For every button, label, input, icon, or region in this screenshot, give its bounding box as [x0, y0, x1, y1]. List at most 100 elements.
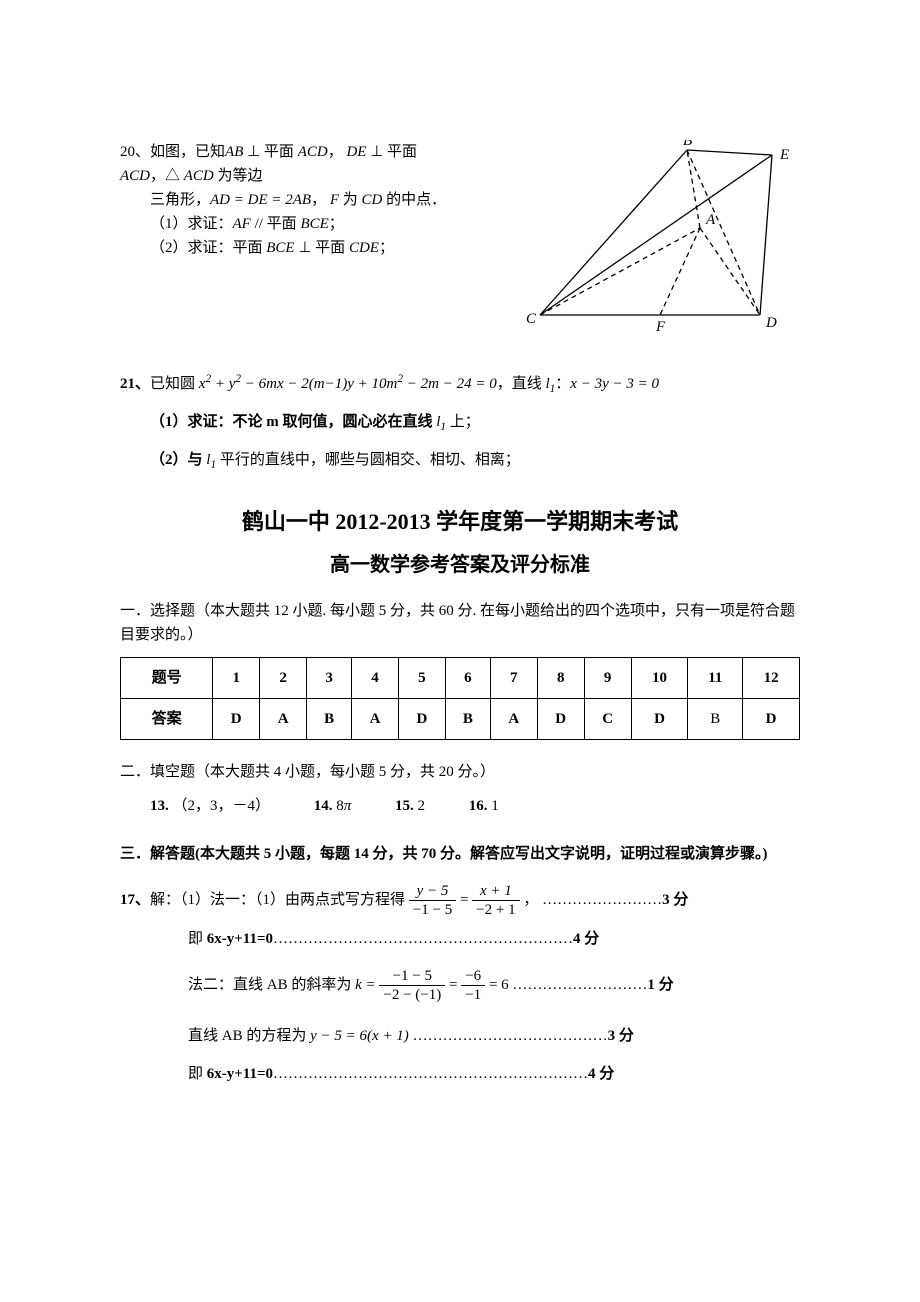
q20-s2c: ； — [379, 240, 394, 256]
q17-m2l2-pre: 直线 AB 的方程为 — [188, 1028, 310, 1044]
q20-c2: ， — [328, 144, 347, 160]
q17-m2l2-score: 3 分 — [608, 1028, 634, 1044]
svg-text:E: E — [779, 147, 789, 163]
n13: 13. — [150, 798, 169, 814]
q20-BCE2: BCE — [266, 240, 294, 256]
q21-l1-a: l1 — [542, 376, 556, 392]
q17-m2-f2: −6−1 — [461, 967, 485, 1004]
q17-m2-eq2: = 6 — [489, 977, 509, 993]
cell-num: 4 — [352, 658, 399, 699]
q21-circle-eq: x2 + y2 − 6mx − 2(m−1)y + 10m2 − 2m − 24… — [199, 376, 497, 392]
q20-c1: ⊥ 平面 — [243, 144, 297, 160]
q17-m2l3-eq: 6x-y+11=0 — [207, 1066, 273, 1082]
q17-m2-eq1: = — [449, 977, 461, 993]
cell-num: 7 — [490, 658, 537, 699]
q17-m1l2-eq: 6x-y+11=0 — [207, 931, 273, 947]
q17-m2-score: 1 分 — [647, 977, 673, 993]
q17-m2-intro: 法二：直线 AB 的斜率为 — [188, 977, 355, 993]
q20-CDE: CDE — [349, 240, 379, 256]
a16: 1 — [491, 798, 499, 814]
cell-ans: D — [213, 699, 260, 740]
q20-l2d: 的中点． — [382, 192, 446, 208]
q20-F: F — [330, 192, 339, 208]
q21-colon: ： — [555, 376, 570, 392]
svg-text:F: F — [655, 319, 666, 335]
title-1: 鹤山一中 2012-2013 学年度第一学期期末考试 — [120, 504, 800, 539]
q21-intro: 已知圆 — [150, 376, 199, 392]
table-row-nums: 题号 1 2 3 4 5 6 7 8 9 10 11 12 — [121, 658, 800, 699]
q20-s1b: // 平面 — [251, 216, 301, 232]
q21-s1a: （1）求证：不论 m 取何值，圆心必在直线 — [150, 414, 433, 430]
cell-num: 6 — [445, 658, 490, 699]
q17-m2l3-dots: ……………………………………………………… — [273, 1066, 588, 1082]
q20-ACD1: ACD — [298, 144, 328, 160]
n16: 16. — [469, 798, 488, 814]
svg-text:A: A — [705, 212, 716, 228]
q21-num: 21、 — [120, 376, 150, 392]
cell-ans: C — [584, 699, 631, 740]
q17-m2-f1: −1 − 5−2 − (−1) — [379, 967, 445, 1004]
q20-num: 20、 — [120, 144, 150, 160]
q17-m1-frac2: x + 1−2 + 1 — [472, 882, 519, 919]
q20-l2c: 为 — [339, 192, 362, 208]
cell-num: 12 — [743, 658, 800, 699]
cell-num: 10 — [631, 658, 688, 699]
n15: 15. — [395, 798, 414, 814]
q20-s1c: ； — [329, 216, 344, 232]
q17-m1-comma: ， — [523, 892, 538, 908]
q20-DE: DE — [346, 144, 366, 160]
q21-l1-b: l1 — [433, 414, 447, 430]
svg-text:C: C — [526, 311, 537, 327]
q17-m1l2-score: 4 分 — [573, 931, 599, 947]
cell-ans: A — [260, 699, 307, 740]
q20-intro: 如图，已知 — [150, 144, 225, 160]
q21-s1b: 上； — [446, 414, 480, 430]
q17-m1-score: 3 分 — [662, 892, 688, 908]
q20-ACD2: ACD — [120, 168, 150, 184]
a14: 8π — [336, 798, 351, 814]
q17-m2-dots: ……………………… — [512, 977, 647, 993]
cell-num: 2 — [260, 658, 307, 699]
q17-m1-eq: = — [460, 892, 472, 908]
fill-blank-answers: 13. （2，3，－4） 14. 8π 15. 2 16. 1 — [120, 794, 800, 818]
question-21: 21、已知圆 x2 + y2 − 6mx − 2(m−1)y + 10m2 − … — [120, 370, 800, 474]
q17-m2-k: k = — [355, 977, 379, 993]
cell-ans: B — [307, 699, 352, 740]
cell-ans: D — [631, 699, 688, 740]
cell-num: 1 — [213, 658, 260, 699]
q17-m1l2-pre: 即 — [188, 931, 207, 947]
cell-num: 9 — [584, 658, 631, 699]
q20-AF: AF — [233, 216, 251, 232]
q20-CD: CD — [362, 192, 383, 208]
q17-m1-dots: …………………… — [542, 892, 662, 908]
q21-s2a: （2）与 — [150, 452, 203, 468]
section-1-heading: 一．选择题（本大题共 12 小题. 每小题 5 分，共 60 分. 在每小题给出… — [120, 599, 800, 647]
cell-num: 5 — [398, 658, 445, 699]
q20-l2a: 三角形， — [150, 192, 210, 208]
q17-m1-intro: 解：（1）法一：（1）由两点式写方程得 — [150, 892, 409, 908]
cell-ans: B — [445, 699, 490, 740]
cell-num: 11 — [688, 658, 743, 699]
section-3-heading: 三．解答题(本大题共 5 小题，每题 14 分，共 70 分。解答应写出文字说明… — [120, 842, 800, 866]
svg-text:B: B — [683, 140, 692, 149]
q21-l1-c: l1 — [203, 452, 217, 468]
q20-c4: ，△ — [150, 168, 184, 184]
q20-l2b: ， — [311, 192, 330, 208]
q21-s2b: 平行的直线中，哪些与圆相交、相切、相离； — [216, 452, 520, 468]
q17-m2l2-eq: y − 5 = 6(x + 1) — [310, 1028, 409, 1044]
geometry-figure-svg: A B C D E F — [520, 140, 800, 340]
q17-m2l3-score: 4 分 — [588, 1066, 614, 1082]
cell-ans: A — [490, 699, 537, 740]
cell-ans: B — [688, 699, 743, 740]
cell-ans: D — [537, 699, 584, 740]
title-2: 高一数学参考答案及评分标准 — [120, 549, 800, 581]
q20-figure: A B C D E F — [520, 140, 800, 340]
q17-m1-frac1: y − 5−1 − 5 — [409, 882, 456, 919]
section-2-heading: 二．填空题（本大题共 4 小题，每小题 5 分，共 20 分。） — [120, 760, 800, 784]
cell-ans: D — [743, 699, 800, 740]
q20-AB: AB — [225, 144, 243, 160]
q20-text: 20、如图，已知AB ⊥ 平面 ACD， DE ⊥ 平面 ACD，△ ACD 为… — [120, 140, 450, 260]
q21-comma: ，直线 — [497, 376, 542, 392]
q20-s2b: ⊥ 平面 — [295, 240, 349, 256]
svg-text:D: D — [765, 315, 777, 331]
